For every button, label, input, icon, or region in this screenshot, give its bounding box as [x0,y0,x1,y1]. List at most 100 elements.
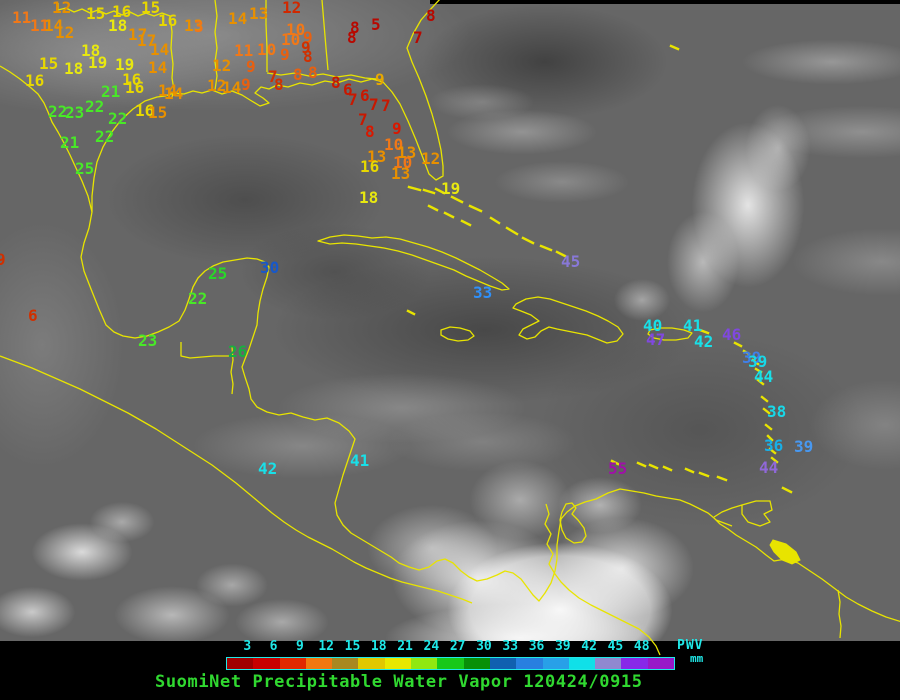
station-value: 10 [393,153,413,172]
colorbar-tick: 33 [502,639,519,654]
station-value: 39 [794,437,814,456]
station-value: 11 [12,8,32,27]
station-value: 6 [343,80,353,99]
station-value: 9 [280,45,290,64]
station-value: 13 [391,164,411,183]
station-value: 17 [128,25,148,44]
station-value: 44 [759,458,779,477]
station-value: 6 [28,306,38,325]
station-value: 41 [683,316,703,335]
station-value: 42 [258,459,278,478]
station-value: 19 [115,55,135,74]
station-value: 14 [148,58,168,77]
station-value: 18 [108,16,128,35]
station-value: 22 [188,289,208,308]
colorbar-tick: 3 [243,639,252,654]
colorbar-tick: 18 [370,639,387,654]
station-value: 47 [646,330,666,349]
colorbar-tick: 27 [449,639,466,654]
colorbar-segment [253,658,280,669]
station-value: 12 [282,0,302,17]
station-value: 3 [194,17,204,36]
station-value: 55 [608,459,628,478]
station-value: 38 [767,402,787,421]
station-value: 12 [207,76,227,95]
station-value: 22 [95,127,115,146]
colorbar-segment [516,658,543,669]
colorbar-segment [568,658,596,669]
station-value: 15 [148,103,168,122]
station-value: 14 [164,84,184,103]
colorbar-segment [489,658,517,669]
top-black-strip [430,0,900,4]
colorbar-tick: 9 [295,639,304,654]
station-value: 16 [360,157,380,176]
station-value: 22 [48,102,68,121]
colorbar-segment [358,658,385,669]
colorbar-tick: 12 [318,639,334,654]
colorbar-tick: 6 [269,639,278,654]
station-value: 9 [303,28,313,47]
station-value: 13 [249,4,269,23]
station-value: 21 [101,82,121,101]
station-value: 7 [369,95,379,114]
station-value: 8 [308,63,318,82]
station-value: 14 [222,78,242,97]
station-value: 7 [268,67,278,86]
station-value: 7 [413,28,423,47]
station-value: 14 [44,16,64,35]
colorbar-segment [384,658,412,669]
station-value: 16 [158,11,178,30]
station-value: 9 [246,57,256,76]
station-value: 33 [473,283,493,302]
station-value: 16 [125,78,145,97]
station-value: 39 [748,352,768,371]
station-value: 7 [358,110,368,129]
colorbar-tick: 24 [423,639,440,654]
colorbar-tick: 21 [397,639,413,654]
station-value: 12 [52,0,72,17]
station-value: 10 [257,40,277,59]
station-value: 8 [426,6,436,25]
colorbar-segment [647,658,675,669]
colorbar-tick: 45 [607,639,624,654]
station-value: 18 [359,188,379,207]
colorbar-tick: 36 [528,639,545,654]
station-value: 5 [371,15,381,34]
colorbar-segment [227,658,254,669]
station-value: 19 [441,179,461,198]
station-value: 17 [137,31,157,50]
station-value: 8 [274,75,284,94]
station-value: 21 [60,133,80,152]
station-value: 8 [331,73,341,92]
station-value: 8 [365,122,375,141]
station-value: 9 [301,38,311,57]
station-value: 42 [694,332,714,351]
station-value: 22 [108,109,128,128]
station-value: 46 [722,325,742,344]
station-value: 10 [281,30,301,49]
station-value: 8 [293,65,303,84]
station-value: 26 [228,342,248,361]
station-value: 22 [85,97,105,116]
station-value: 10 [384,135,404,154]
station-value: 7 [381,96,391,115]
colorbar-segment [332,658,359,669]
station-value: 39 [742,348,762,367]
station-value: 16 [122,70,142,89]
colorbar-segment [411,658,438,669]
station-value: 13 [367,147,387,166]
image-title: SuomiNet Precipitable Water Vapor 120424… [155,672,643,692]
station-value: 23 [138,331,158,350]
station-value: 16 [25,71,45,90]
station-value: 25 [208,264,228,283]
station-value: 9 [241,75,251,94]
station-value: 11 [234,41,254,60]
station-value: 18 [81,41,101,60]
colorbar-tick: 39 [554,639,571,654]
station-value: 41 [350,451,370,470]
station-value: 40 [643,316,663,335]
colorbar-segment [595,658,622,669]
station-value: 14 [228,9,248,28]
